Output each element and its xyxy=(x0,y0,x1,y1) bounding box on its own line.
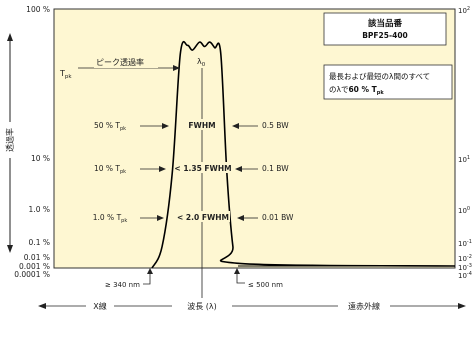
y-axis-arrow-head-up xyxy=(7,33,13,41)
plot-area xyxy=(53,8,456,269)
y-tick-label: 100 % xyxy=(26,5,50,14)
note-line1: 最長および最短のλ間のすべて xyxy=(329,71,430,81)
x-right-note-head xyxy=(234,268,240,274)
x-label-bg xyxy=(86,300,114,312)
y-tick-label: 10 % xyxy=(31,154,50,163)
peak-annotation: Tpk ピーク透過率 λ0 xyxy=(59,57,206,80)
level-arrow-head xyxy=(235,166,242,172)
x-axis-arrow-head-right xyxy=(458,303,466,309)
product-box-code: BPF25-400 xyxy=(362,31,408,40)
level-arrow-head xyxy=(157,215,164,221)
transmission-curve xyxy=(151,41,456,269)
x-left-note-head xyxy=(147,268,153,274)
y-tick-label: 1.0 % xyxy=(29,205,50,214)
center-label-fwhm: FWHM xyxy=(188,121,215,130)
y-axis-right: 102 101 100 10-1 10-2 10-3 10-4 xyxy=(458,6,472,280)
y-axis-title: 透過率 xyxy=(3,33,17,253)
x-right-note: ≤ 500 nm xyxy=(248,281,283,289)
level-arrow-head xyxy=(159,166,166,172)
note-box: 最長および最短のλ間のすべて のλで60 % Tpk xyxy=(323,64,453,100)
x-notes: ≥ 340 nm ≤ 500 nm xyxy=(105,268,283,289)
lambda0-label: λ0 xyxy=(197,57,206,68)
peak-label: ピーク透過率 xyxy=(96,57,144,67)
y-tick-right-label: 101 xyxy=(458,155,470,164)
y-axis-arrow-head-down xyxy=(7,245,13,253)
x-axis-right-label: 遠赤外線 xyxy=(348,301,380,311)
y-tick-label: 0.01 % xyxy=(24,253,50,262)
product-box-title: 該当品番 xyxy=(368,18,403,29)
center-label-fwhm: < 2.0 FWHM xyxy=(177,213,229,222)
y-axis-label: 透過率 xyxy=(5,128,15,152)
y-tick-right-label: 10-3 xyxy=(458,263,472,272)
product-box-frame xyxy=(323,12,447,46)
y-tick-label: 0.001 % xyxy=(19,262,50,271)
note-line2: のλで60 % Tpk xyxy=(329,85,384,96)
y-tick-right-label: 10-4 xyxy=(458,271,472,280)
tpk-label: Tpk xyxy=(59,69,72,80)
center-label-bg xyxy=(176,211,230,222)
x-label-bg xyxy=(338,300,390,312)
level-label-50: 50 % Tpk xyxy=(94,121,126,132)
y-tick-label: 0.0001 % xyxy=(14,270,50,279)
y-axis-left: 100 % 10 % 1.0 % 0.1 % 0.01 % 0.001 % 0.… xyxy=(14,5,50,279)
right-label-bw: 0.01 BW xyxy=(262,213,294,222)
center-label-bg xyxy=(174,162,232,173)
level-arrow-head xyxy=(232,123,239,129)
product-box: 該当品番 BPF25-400 xyxy=(323,12,447,46)
x-axis-left-label: X線 xyxy=(93,301,106,311)
center-label-bg xyxy=(184,119,220,130)
tpk-arrow-head xyxy=(173,65,180,71)
fwhm-annotations: 50 % Tpk FWHM 0.5 BW 10 % Tpk < 1.35 FWH… xyxy=(93,119,294,224)
y-axis-title-bg xyxy=(3,122,17,158)
x-axis-arrow-head-left xyxy=(38,303,46,309)
y-tick-right-label: 10-2 xyxy=(458,254,472,263)
note-box-frame xyxy=(323,64,453,100)
y-tick-right-label: 10-1 xyxy=(458,239,472,248)
center-label-fwhm: < 1.35 FWHM xyxy=(174,164,231,173)
peak-label-bg xyxy=(94,57,158,68)
level-label-10: 10 % Tpk xyxy=(94,164,126,175)
x-left-note: ≥ 340 nm xyxy=(105,281,140,289)
x-label-bg xyxy=(172,300,232,312)
right-label-bw: 0.1 BW xyxy=(262,164,289,173)
level-label-1: 1.0 % Tpk xyxy=(93,213,128,224)
level-arrow-head xyxy=(162,123,169,129)
y-tick-right-label: 102 xyxy=(458,6,470,15)
y-tick-right-label: 100 xyxy=(458,206,470,215)
x-axis: X線 波長 (λ) 遠赤外線 xyxy=(38,300,466,312)
right-label-bw: 0.5 BW xyxy=(262,121,289,130)
x-left-note-pointer xyxy=(143,272,151,285)
level-arrow-head xyxy=(237,215,244,221)
y-tick-label: 0.1 % xyxy=(29,238,50,247)
x-axis-center-label: 波長 (λ) xyxy=(187,301,217,311)
x-right-note-pointer xyxy=(236,272,245,284)
